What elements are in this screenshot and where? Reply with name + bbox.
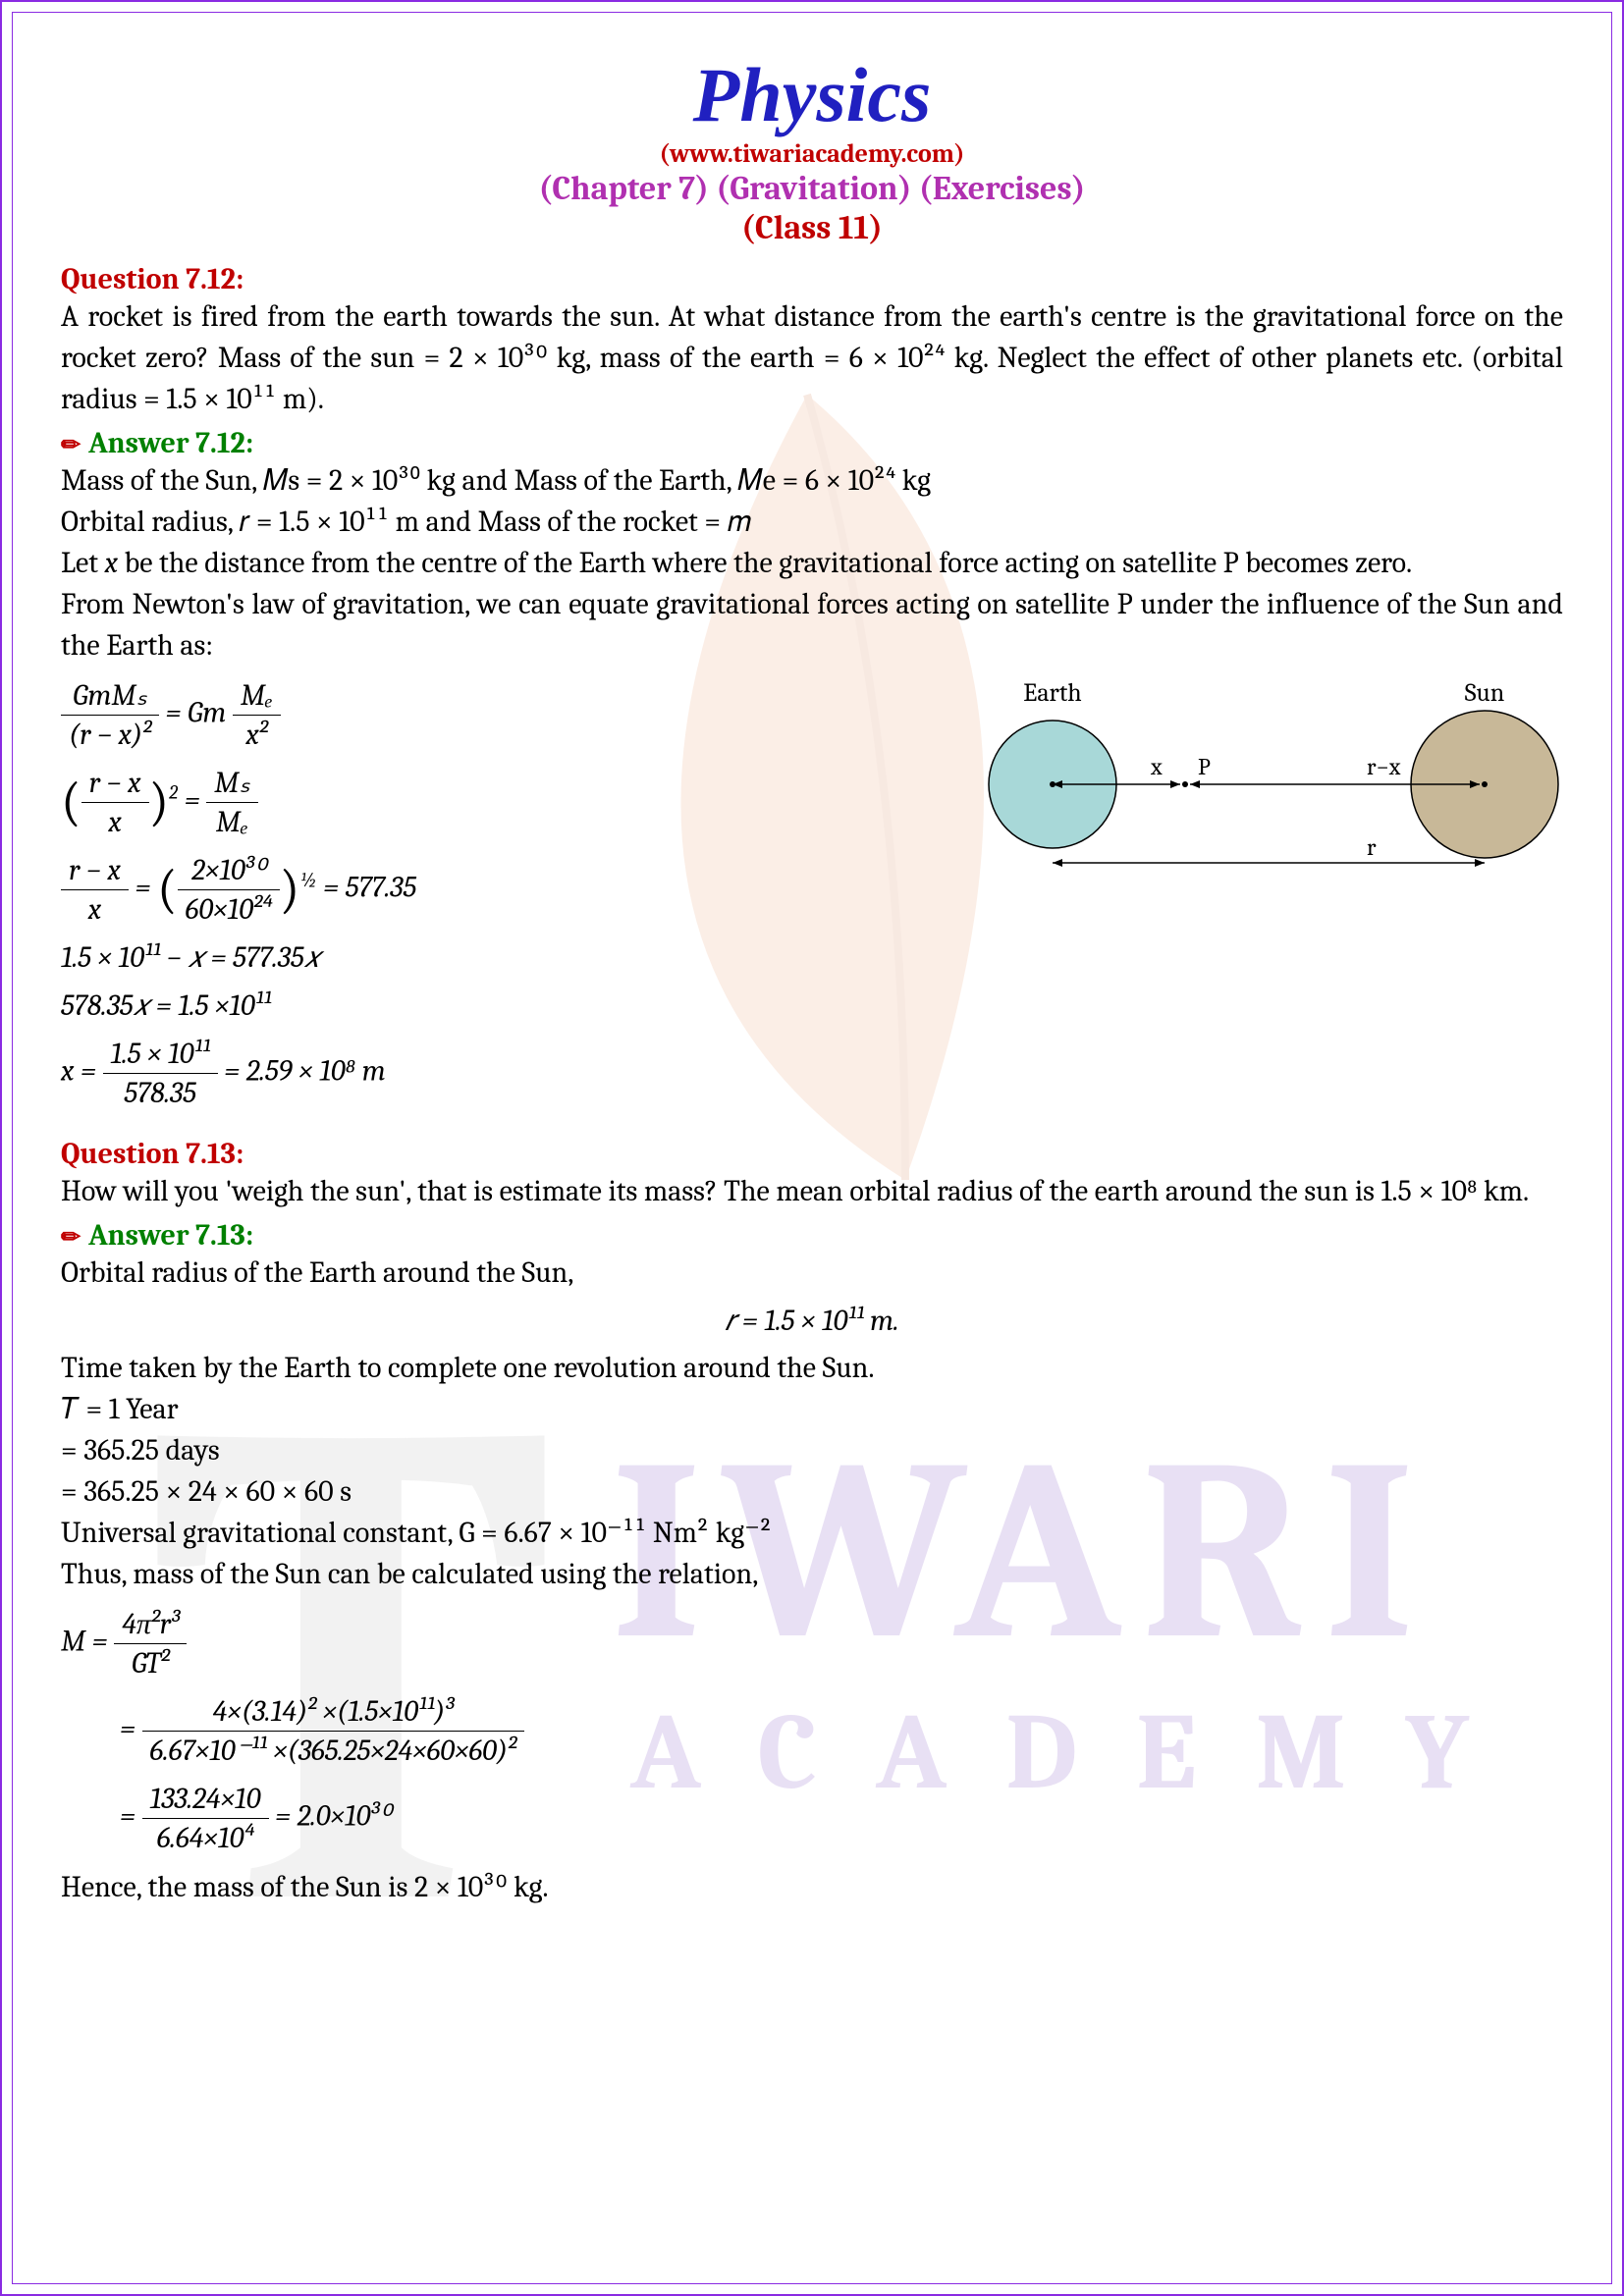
rx-label: r−x <box>1367 753 1401 780</box>
answer-line: Thus, mass of the Sun can be calculated … <box>61 1554 1563 1595</box>
answer-line: Universal gravitational constant, G = 6.… <box>61 1513 1563 1554</box>
denominator: GT² <box>114 1644 187 1682</box>
text-fragment: Let <box>61 546 105 580</box>
eq-part: x = <box>61 1054 96 1089</box>
numerator: r − x <box>81 764 149 803</box>
equation-diagram-row: GmMₛ(r − x)² = Gm Mₑx² (r − xx)2 = MₛMₑ … <box>61 667 1563 1122</box>
arrow-right <box>1170 780 1180 788</box>
site-url: (www.tiwariacademy.com) <box>61 139 1563 169</box>
denominator: x <box>61 890 129 929</box>
arrow-left <box>1190 780 1200 788</box>
denominator: 578.35 <box>103 1074 218 1112</box>
earth-label: Earth <box>1023 678 1081 708</box>
point-p <box>1182 781 1188 787</box>
answer-line: = 365.25 × 24 × 60 × 60 s <box>61 1471 1563 1513</box>
exponent: ½ <box>299 869 316 891</box>
denominator: (r − x)² <box>61 716 159 754</box>
denominator: x² <box>233 716 281 754</box>
eq-value: = 2.0×10³⁰ <box>275 1799 391 1834</box>
numerator: 133.24×10 <box>142 1780 269 1819</box>
sun-center <box>1482 781 1488 787</box>
answer-label: Answer 7.13: <box>61 1218 1563 1253</box>
denominator: 60×10²⁴ <box>178 890 280 929</box>
numerator: 1.5 × 10¹¹ <box>103 1035 218 1074</box>
numerator: 4×(3.14)² ×(1.5×10¹¹)³ <box>142 1692 524 1732</box>
diagram-svg: Earth Sun x P r−x <box>954 676 1563 932</box>
equation: M = 4π²r³GT² <box>61 1605 1563 1682</box>
answer-line: Orbital radius of the Earth around the S… <box>61 1253 1563 1294</box>
exponent: 2 <box>169 781 178 804</box>
denominator: 6.64×10⁴ <box>142 1819 269 1857</box>
eq-part: M = <box>61 1625 108 1659</box>
numerator: Mₑ <box>233 676 281 716</box>
answer-line: Mass of the Sun, 𝑀s = 2 × 10³⁰ kg and Ma… <box>61 460 1563 502</box>
content-area: Physics (www.tiwariacademy.com) (Chapter… <box>61 51 1563 1908</box>
numerator: r − x <box>61 851 129 890</box>
equation: = 4×(3.14)² ×(1.5×10¹¹)³6.67×10⁻¹¹ ×(365… <box>61 1692 1563 1770</box>
denominator: 6.67×10⁻¹¹ ×(365.25×24×60×60)² <box>142 1732 524 1770</box>
numerator: GmMₛ <box>61 676 159 716</box>
question-text: A rocket is fired from the earth towards… <box>61 296 1563 420</box>
eq-value: = 2.59 × 10⁸ m <box>224 1054 385 1089</box>
question-text: How will you 'weigh the sun', that is es… <box>61 1171 1563 1212</box>
equation: GmMₛ(r − x)² = Gm Mₑx² <box>61 676 915 754</box>
earth-sun-diagram: Earth Sun x P r−x <box>954 667 1563 935</box>
answer-line: 𝑇 = 1 Year <box>61 1389 1563 1430</box>
r-label: r <box>1367 833 1377 861</box>
equations-column: GmMₛ(r − x)² = Gm Mₑx² (r − xx)2 = MₛMₑ … <box>61 667 915 1122</box>
equation: = 133.24×106.64×10⁴ = 2.0×10³⁰ <box>61 1780 1563 1857</box>
equation: 1.5 × 10¹¹ − 𝑥 = 577.35𝑥 <box>61 938 915 977</box>
answer-line: Time taken by the Earth to complete one … <box>61 1348 1563 1389</box>
equation: r − xx = (2×10³⁰60×10²⁴)½ = 577.35 <box>61 851 915 929</box>
eq-part: Gm <box>188 696 226 730</box>
denominator: Mₑ <box>206 803 257 841</box>
class-heading: (Class 11) <box>61 208 1563 247</box>
answer-line: = 365.25 days <box>61 1430 1563 1471</box>
text-fragment: be the distance from the centre of the E… <box>118 546 1412 580</box>
question-label: Question 7.12: <box>61 262 1563 296</box>
sun-label: Sun <box>1465 678 1504 708</box>
arrow-right <box>1475 859 1485 867</box>
answer-line: Orbital radius, 𝑟 = 1.5 × 10¹¹ m and Mas… <box>61 502 1563 543</box>
answer-label: Answer 7.12: <box>61 426 1563 460</box>
equation: 578.35𝑥 = 1.5 ×10¹¹ <box>61 987 915 1025</box>
page-title: Physics <box>61 51 1563 139</box>
p-label: P <box>1198 753 1211 780</box>
variable-x: x <box>105 546 118 580</box>
equation-centered: 𝑟 = 1.5 × 10¹¹ m. <box>61 1304 1563 1338</box>
eq-value: = 577.35 <box>323 871 416 905</box>
denominator: x <box>81 803 149 841</box>
arrow-left <box>1053 859 1062 867</box>
equation: x = 1.5 × 10¹¹578.35 = 2.59 × 10⁸ m <box>61 1035 915 1112</box>
chapter-heading: (Chapter 7) (Gravitation) (Exercises) <box>61 169 1563 208</box>
answer-line: Let x be the distance from the centre of… <box>61 543 1563 584</box>
question-label: Question 7.13: <box>61 1137 1563 1171</box>
numerator: Mₛ <box>206 764 257 803</box>
numerator: 4π²r³ <box>114 1605 187 1644</box>
final-line: Hence, the mass of the Sun is 2 × 10³⁰ k… <box>61 1867 1563 1908</box>
numerator: 2×10³⁰ <box>178 851 280 890</box>
answer-line: From Newton's law of gravitation, we can… <box>61 584 1563 667</box>
equation: (r − xx)2 = MₛMₑ <box>61 764 915 841</box>
page-container: T IWARI ACADEMY Physics (www.tiwariacade… <box>0 0 1624 2296</box>
x-label: x <box>1150 753 1163 780</box>
